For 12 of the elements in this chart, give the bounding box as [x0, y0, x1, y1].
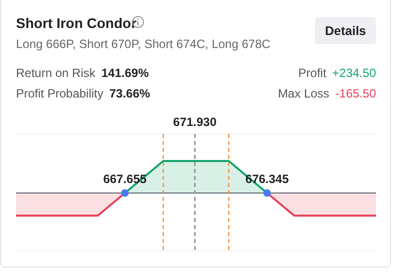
text: +234.50: [332, 66, 376, 80]
text: Max Loss: [278, 86, 330, 100]
chart-subtitle: Long 666P, Short 670P, Short 674C, Long 678C: [16, 37, 271, 51]
ref-line-label: 671.930: [173, 115, 217, 129]
text: Return on Risk: [16, 66, 96, 80]
text: Profit Probability: [16, 86, 104, 100]
chart-title: Short Iron Condor: [16, 15, 138, 31]
text: Profit: [298, 66, 326, 80]
text: Details: [325, 24, 366, 38]
text: 141.69%: [101, 66, 150, 80]
text: -165.50: [335, 86, 376, 100]
text: 73.66%: [109, 86, 150, 100]
